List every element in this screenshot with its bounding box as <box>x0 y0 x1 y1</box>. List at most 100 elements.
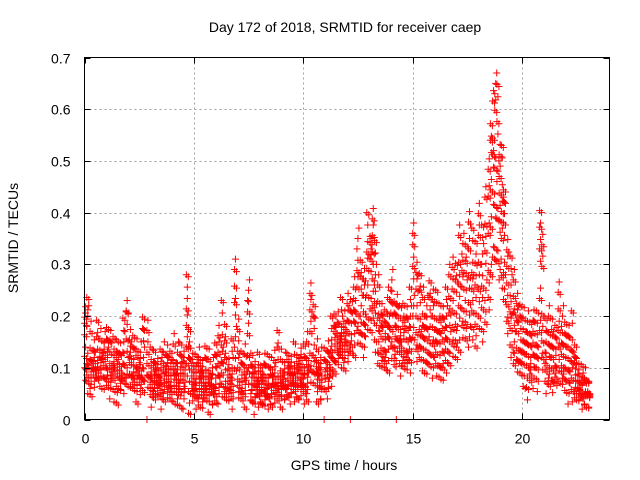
data-point <box>367 294 375 302</box>
data-point <box>271 399 279 407</box>
data-point <box>423 370 431 378</box>
data-point <box>375 271 383 279</box>
data-point <box>514 289 522 297</box>
data-point <box>114 356 122 364</box>
data-point <box>189 397 197 405</box>
data-point <box>192 375 200 383</box>
data-point <box>140 353 148 361</box>
data-point <box>553 335 561 343</box>
x-tick-label: 5 <box>191 431 199 447</box>
data-point <box>84 306 92 314</box>
data-point <box>236 366 244 374</box>
data-point <box>282 386 290 394</box>
data-point <box>88 330 96 338</box>
data-point <box>176 379 184 387</box>
data-point <box>246 276 254 284</box>
data-point <box>136 348 144 356</box>
data-point <box>305 357 313 365</box>
data-point <box>376 283 384 291</box>
data-point <box>177 392 185 400</box>
data-point <box>178 341 186 349</box>
data-point <box>556 345 564 353</box>
data-point <box>228 405 236 413</box>
data-point <box>499 237 507 245</box>
data-point <box>158 395 166 403</box>
x-tick-label: 15 <box>406 431 422 447</box>
data-point <box>527 360 535 368</box>
data-point <box>291 369 298 377</box>
data-point <box>86 384 94 392</box>
data-point <box>501 210 508 218</box>
data-point <box>158 347 166 355</box>
data-point <box>317 360 325 368</box>
data-point <box>124 353 132 361</box>
data-point <box>453 356 461 364</box>
data-point <box>472 332 480 340</box>
data-point <box>494 130 502 138</box>
data-point <box>305 340 313 348</box>
data-point <box>214 400 222 408</box>
data-point <box>510 338 518 346</box>
data-point <box>304 373 312 381</box>
data-point <box>130 374 138 382</box>
data-point <box>361 310 369 318</box>
data-point <box>498 154 506 162</box>
data-point <box>457 282 465 290</box>
data-point <box>82 343 90 351</box>
data-point <box>332 312 340 320</box>
data-point <box>232 301 240 309</box>
data-point <box>388 338 396 346</box>
data-point <box>581 364 589 372</box>
data-point <box>411 243 419 251</box>
data-point <box>90 383 98 391</box>
data-point <box>550 328 558 336</box>
data-point <box>144 316 152 324</box>
data-point <box>341 354 349 362</box>
data-point <box>298 375 306 383</box>
data-point <box>378 311 386 319</box>
data-point <box>538 329 546 337</box>
data-point <box>501 231 508 239</box>
data-point <box>510 305 518 313</box>
data-point <box>183 311 191 319</box>
data-point <box>426 306 434 314</box>
data-point <box>136 391 144 399</box>
data-point <box>184 273 192 281</box>
data-point <box>524 386 532 394</box>
data-point <box>278 405 286 413</box>
y-tick-label: 0.4 <box>51 206 71 222</box>
data-point <box>325 367 333 375</box>
data-point <box>331 358 339 366</box>
data-point <box>228 376 236 384</box>
data-point <box>411 291 419 299</box>
data-point <box>139 364 147 372</box>
data-point <box>298 357 306 365</box>
data-point <box>491 90 499 98</box>
plot-frame <box>84 57 610 420</box>
data-point <box>541 348 549 356</box>
data-point <box>488 225 496 233</box>
data-point <box>515 302 523 310</box>
data-point <box>87 317 95 325</box>
data-point <box>494 247 502 255</box>
data-point <box>507 314 515 322</box>
data-point <box>159 390 167 398</box>
data-point <box>281 365 289 373</box>
data-point <box>486 167 494 175</box>
data-point <box>225 397 233 405</box>
data-point <box>410 253 418 261</box>
data-point <box>241 393 249 401</box>
data-point <box>413 302 421 310</box>
data-point <box>501 198 508 206</box>
data-point <box>101 358 109 366</box>
data-point <box>491 136 499 144</box>
data-point <box>310 313 318 321</box>
data-point <box>538 247 546 255</box>
data-point <box>255 393 263 401</box>
data-point <box>403 303 411 311</box>
data-point <box>186 344 194 352</box>
data-point <box>466 311 473 319</box>
data-point <box>490 243 498 251</box>
data-point <box>406 296 414 304</box>
data-point <box>496 228 504 236</box>
